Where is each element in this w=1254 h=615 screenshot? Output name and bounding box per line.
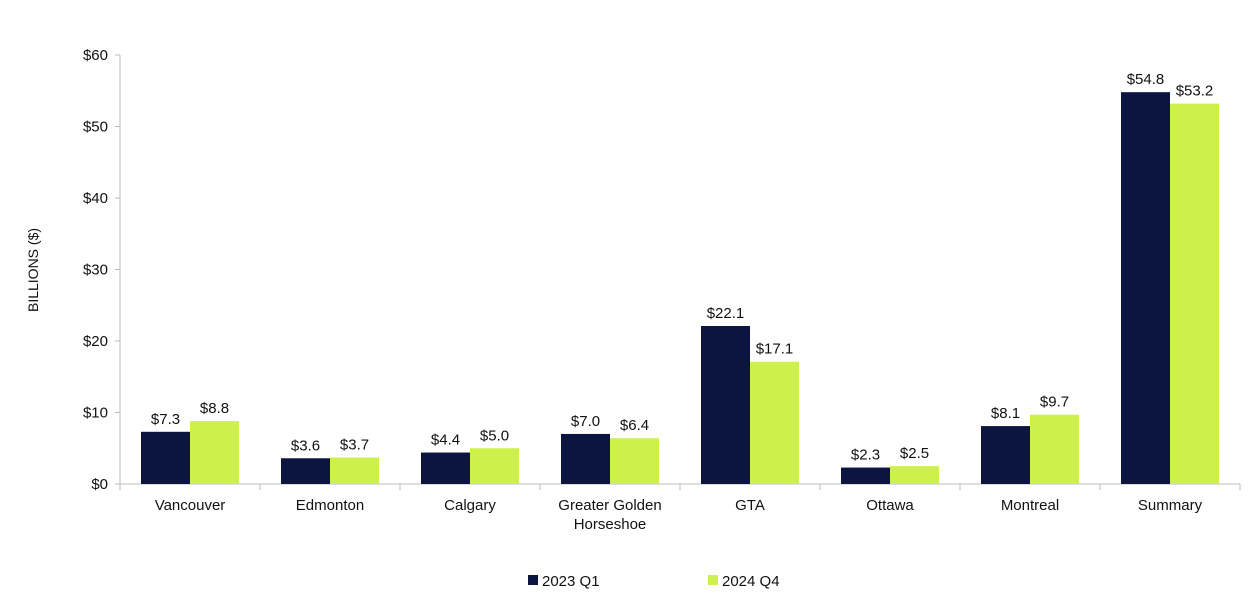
data-label: $5.0 [480, 427, 509, 444]
x-tick-label: Calgary [444, 497, 496, 514]
data-label: $4.4 [431, 432, 460, 449]
bar-2023-q1 [701, 325, 750, 484]
x-tick-label: Vancouver [155, 497, 226, 514]
y-tick-label: $50 [83, 119, 108, 136]
data-label: $2.3 [851, 447, 880, 464]
legend-swatch [528, 575, 538, 585]
y-axis-label: BILLIONS ($) [25, 228, 41, 312]
data-label: $22.1 [707, 305, 745, 322]
x-tick-label: Ottawa [866, 497, 914, 514]
bar-2023-q1 [281, 458, 330, 484]
data-label: $3.6 [291, 437, 320, 454]
bars: $7.3 $8.8 $3.6 $3.7 $4.4 $5.0 $7.0 $6.4 $22.1 $17… [141, 71, 1219, 485]
bar-2023-q1 [1121, 92, 1170, 485]
bar-2024-q4 [330, 457, 379, 484]
bar-2023-q1 [981, 426, 1030, 484]
data-label: $7.0 [571, 413, 600, 430]
data-label: $9.7 [1040, 394, 1069, 411]
legend-swatch [708, 575, 718, 585]
data-label: $7.3 [151, 411, 180, 428]
data-label: $53.2 [1176, 83, 1214, 100]
x-tick-label: Greater Golden Horseshoe [558, 497, 661, 533]
x-tick-label: Summary [1138, 497, 1203, 514]
legend-label: 2023 Q1 [542, 573, 600, 590]
bar-2023-q1 [561, 433, 610, 484]
data-label: $3.7 [340, 437, 369, 454]
bar-2023-q1 [141, 431, 190, 484]
bar-2024-q4 [190, 421, 239, 484]
bar-2023-q1 [841, 467, 890, 484]
x-tick-label: Edmonton [296, 497, 364, 514]
bar-2023-q1 [421, 452, 470, 484]
y-tick-label: $40 [83, 190, 108, 207]
y-tick-label: $20 [83, 333, 108, 350]
bar-2024-q4 [470, 448, 519, 484]
legend: 2023 Q1 2024 Q4 [528, 573, 780, 590]
bar-2024-q4 [890, 466, 939, 484]
data-label: $8.8 [200, 400, 229, 417]
axes: $0 $10 $20 $30 $40 $50 $60 Vancouver Edmonton Cal… [83, 47, 1241, 533]
y-tick-label: $10 [83, 405, 108, 422]
x-tick-label: GTA [735, 497, 765, 514]
data-label: $2.5 [900, 445, 929, 462]
y-tick-label: $60 [83, 47, 108, 64]
data-label: $54.8 [1127, 71, 1165, 88]
data-label: $8.1 [991, 405, 1020, 422]
bar-2024-q4 [1170, 103, 1219, 485]
bar-2024-q4 [1030, 414, 1079, 484]
data-label: $17.1 [756, 341, 794, 358]
data-label: $6.4 [620, 417, 649, 434]
legend-label: 2024 Q4 [722, 573, 780, 590]
bar-2024-q4 [610, 438, 659, 484]
y-tick-label: $0 [91, 476, 108, 493]
y-tick-label: $30 [83, 262, 108, 279]
bar-2024-q4 [750, 361, 799, 484]
x-tick-label: Montreal [1001, 497, 1059, 514]
